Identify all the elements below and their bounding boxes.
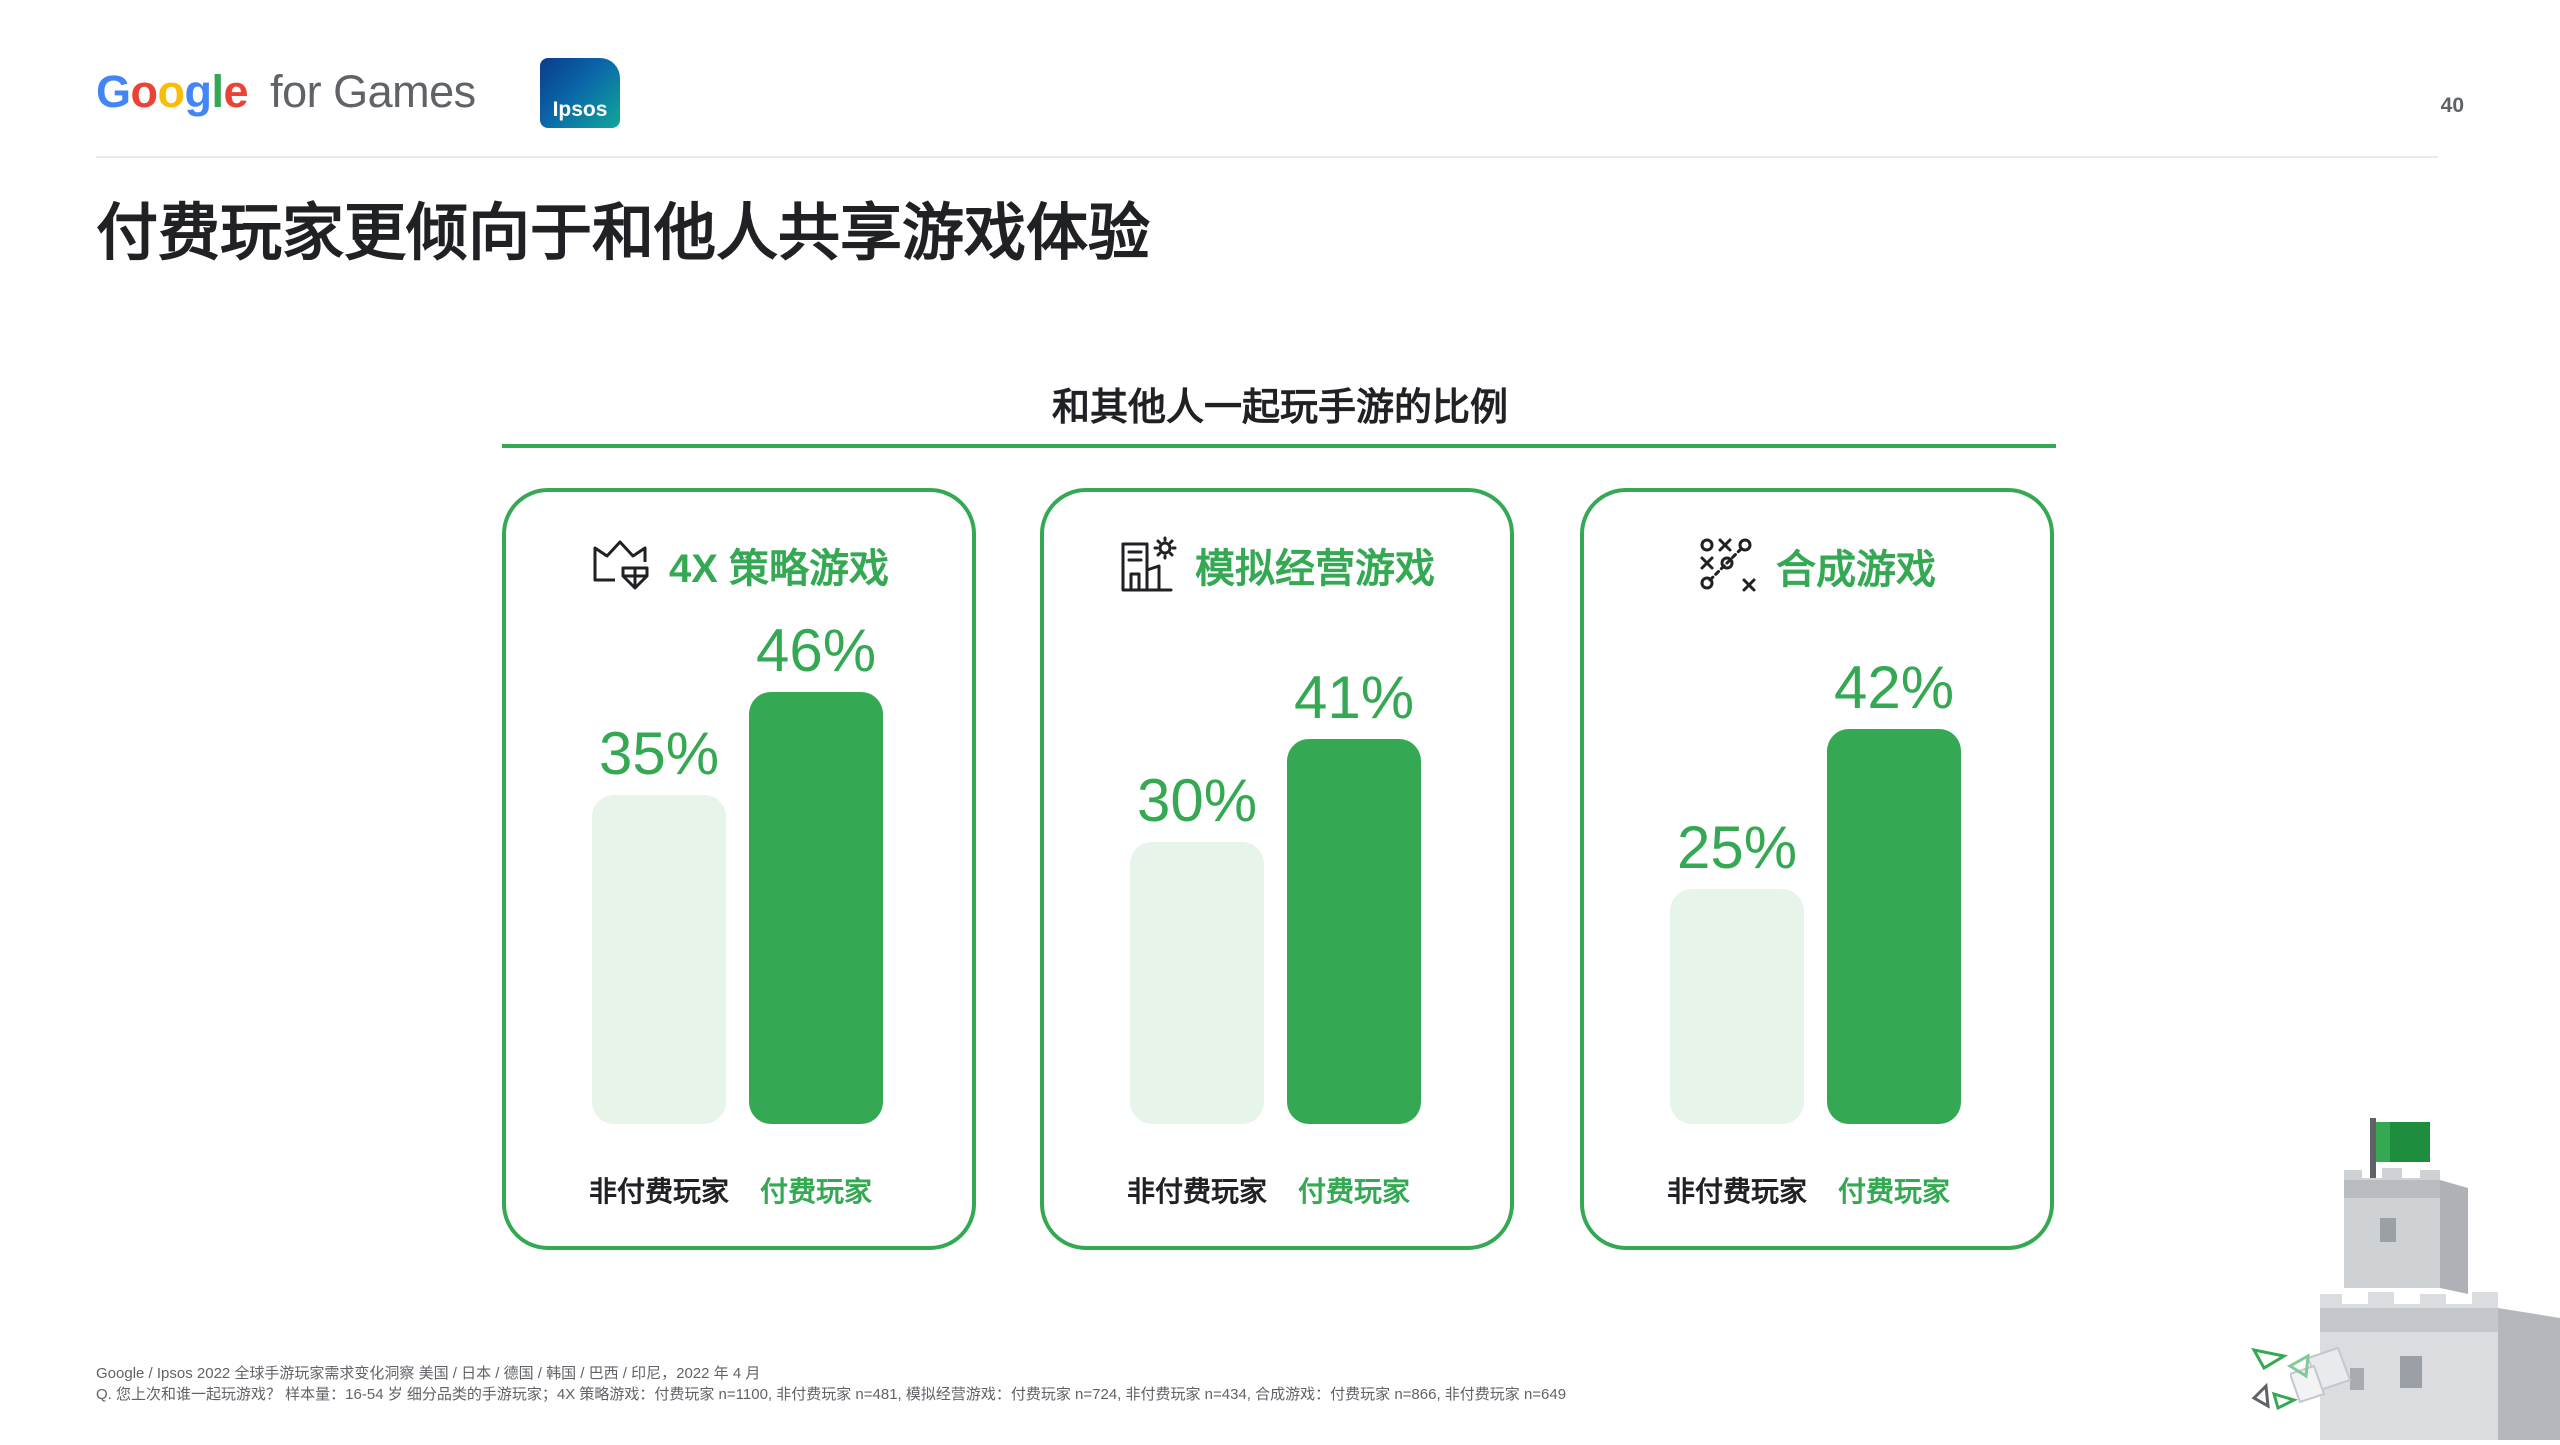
question-footnote: Q. 您上次和谁一起玩游戏？ 样本量：16-54 岁 细分品类的手游玩家；4X … [96, 1386, 1567, 1403]
bar-non-paying [592, 795, 726, 1124]
panel-label: 模拟经营游戏 [1195, 547, 1435, 591]
panel-header: 合成游戏 [1584, 536, 2050, 596]
source-footnote: Google / Ipsos 2022 全球手游玩家需求变化洞察 美国 / 日本… [96, 1365, 761, 1382]
bar-paying [749, 691, 883, 1124]
chart-title-underline [502, 444, 2056, 448]
data-label-paying: 41% [1293, 663, 1415, 731]
merge-xo-icon [1698, 536, 1758, 596]
panel-label: 4X 策略游戏 [668, 547, 890, 591]
data-label-non-paying: 25% [1676, 814, 1798, 881]
category-label-non-paying: 非付费玩家 [1126, 1176, 1267, 1207]
bar-non-paying [1130, 842, 1264, 1124]
panel-4x-strategy: 4X 策略游戏 35% 46% 非付费玩家 付费玩家 [502, 488, 976, 1250]
data-label-non-paying: 30% [1136, 767, 1258, 834]
category-label-paying: 付费玩家 [1297, 1176, 1410, 1207]
data-label-paying: 46% [755, 616, 877, 684]
header-divider [96, 156, 2438, 158]
ipsos-logo: Ipsos [540, 58, 620, 128]
page-number: 40 [2440, 94, 2464, 117]
chart-title: 和其他人一起玩手游的比例 [1051, 387, 1508, 429]
strategy-crown-icon [589, 538, 651, 592]
panel-header: 4X 策略游戏 [506, 536, 972, 594]
simulation-building-icon [1119, 536, 1177, 594]
category-label-non-paying: 非付费玩家 [588, 1176, 729, 1207]
panel-header: 模拟经营游戏 [1044, 536, 1510, 594]
logo-suffix: for Games [270, 66, 476, 117]
page-title: 付费玩家更倾向于和他人共享游戏体验 [96, 199, 1151, 268]
bar-paying [1287, 738, 1421, 1124]
category-label-paying: 付费玩家 [759, 1176, 872, 1207]
panel-label: 合成游戏 [1776, 548, 1936, 592]
bar-non-paying [1670, 889, 1804, 1124]
google-for-games-logo: Google for Games [96, 66, 476, 118]
category-label-paying: 付费玩家 [1837, 1176, 1950, 1207]
category-label-non-paying: 非付费玩家 [1666, 1176, 1807, 1207]
panel-simulation: 模拟经营游戏 30% 41% 非付费玩家 付费玩家 [1040, 488, 1514, 1250]
bar-paying [1827, 729, 1961, 1124]
green-triangles-decoration [2250, 1346, 2320, 1421]
google-wordmark: Google [96, 66, 249, 117]
data-label-paying: 42% [1833, 654, 1955, 722]
data-label-non-paying: 35% [598, 720, 720, 787]
castle-illustration [2247, 1118, 2560, 1445]
panel-merge: 合成游戏 25% 42% 非付费玩家 付费玩家 [1580, 488, 2054, 1250]
